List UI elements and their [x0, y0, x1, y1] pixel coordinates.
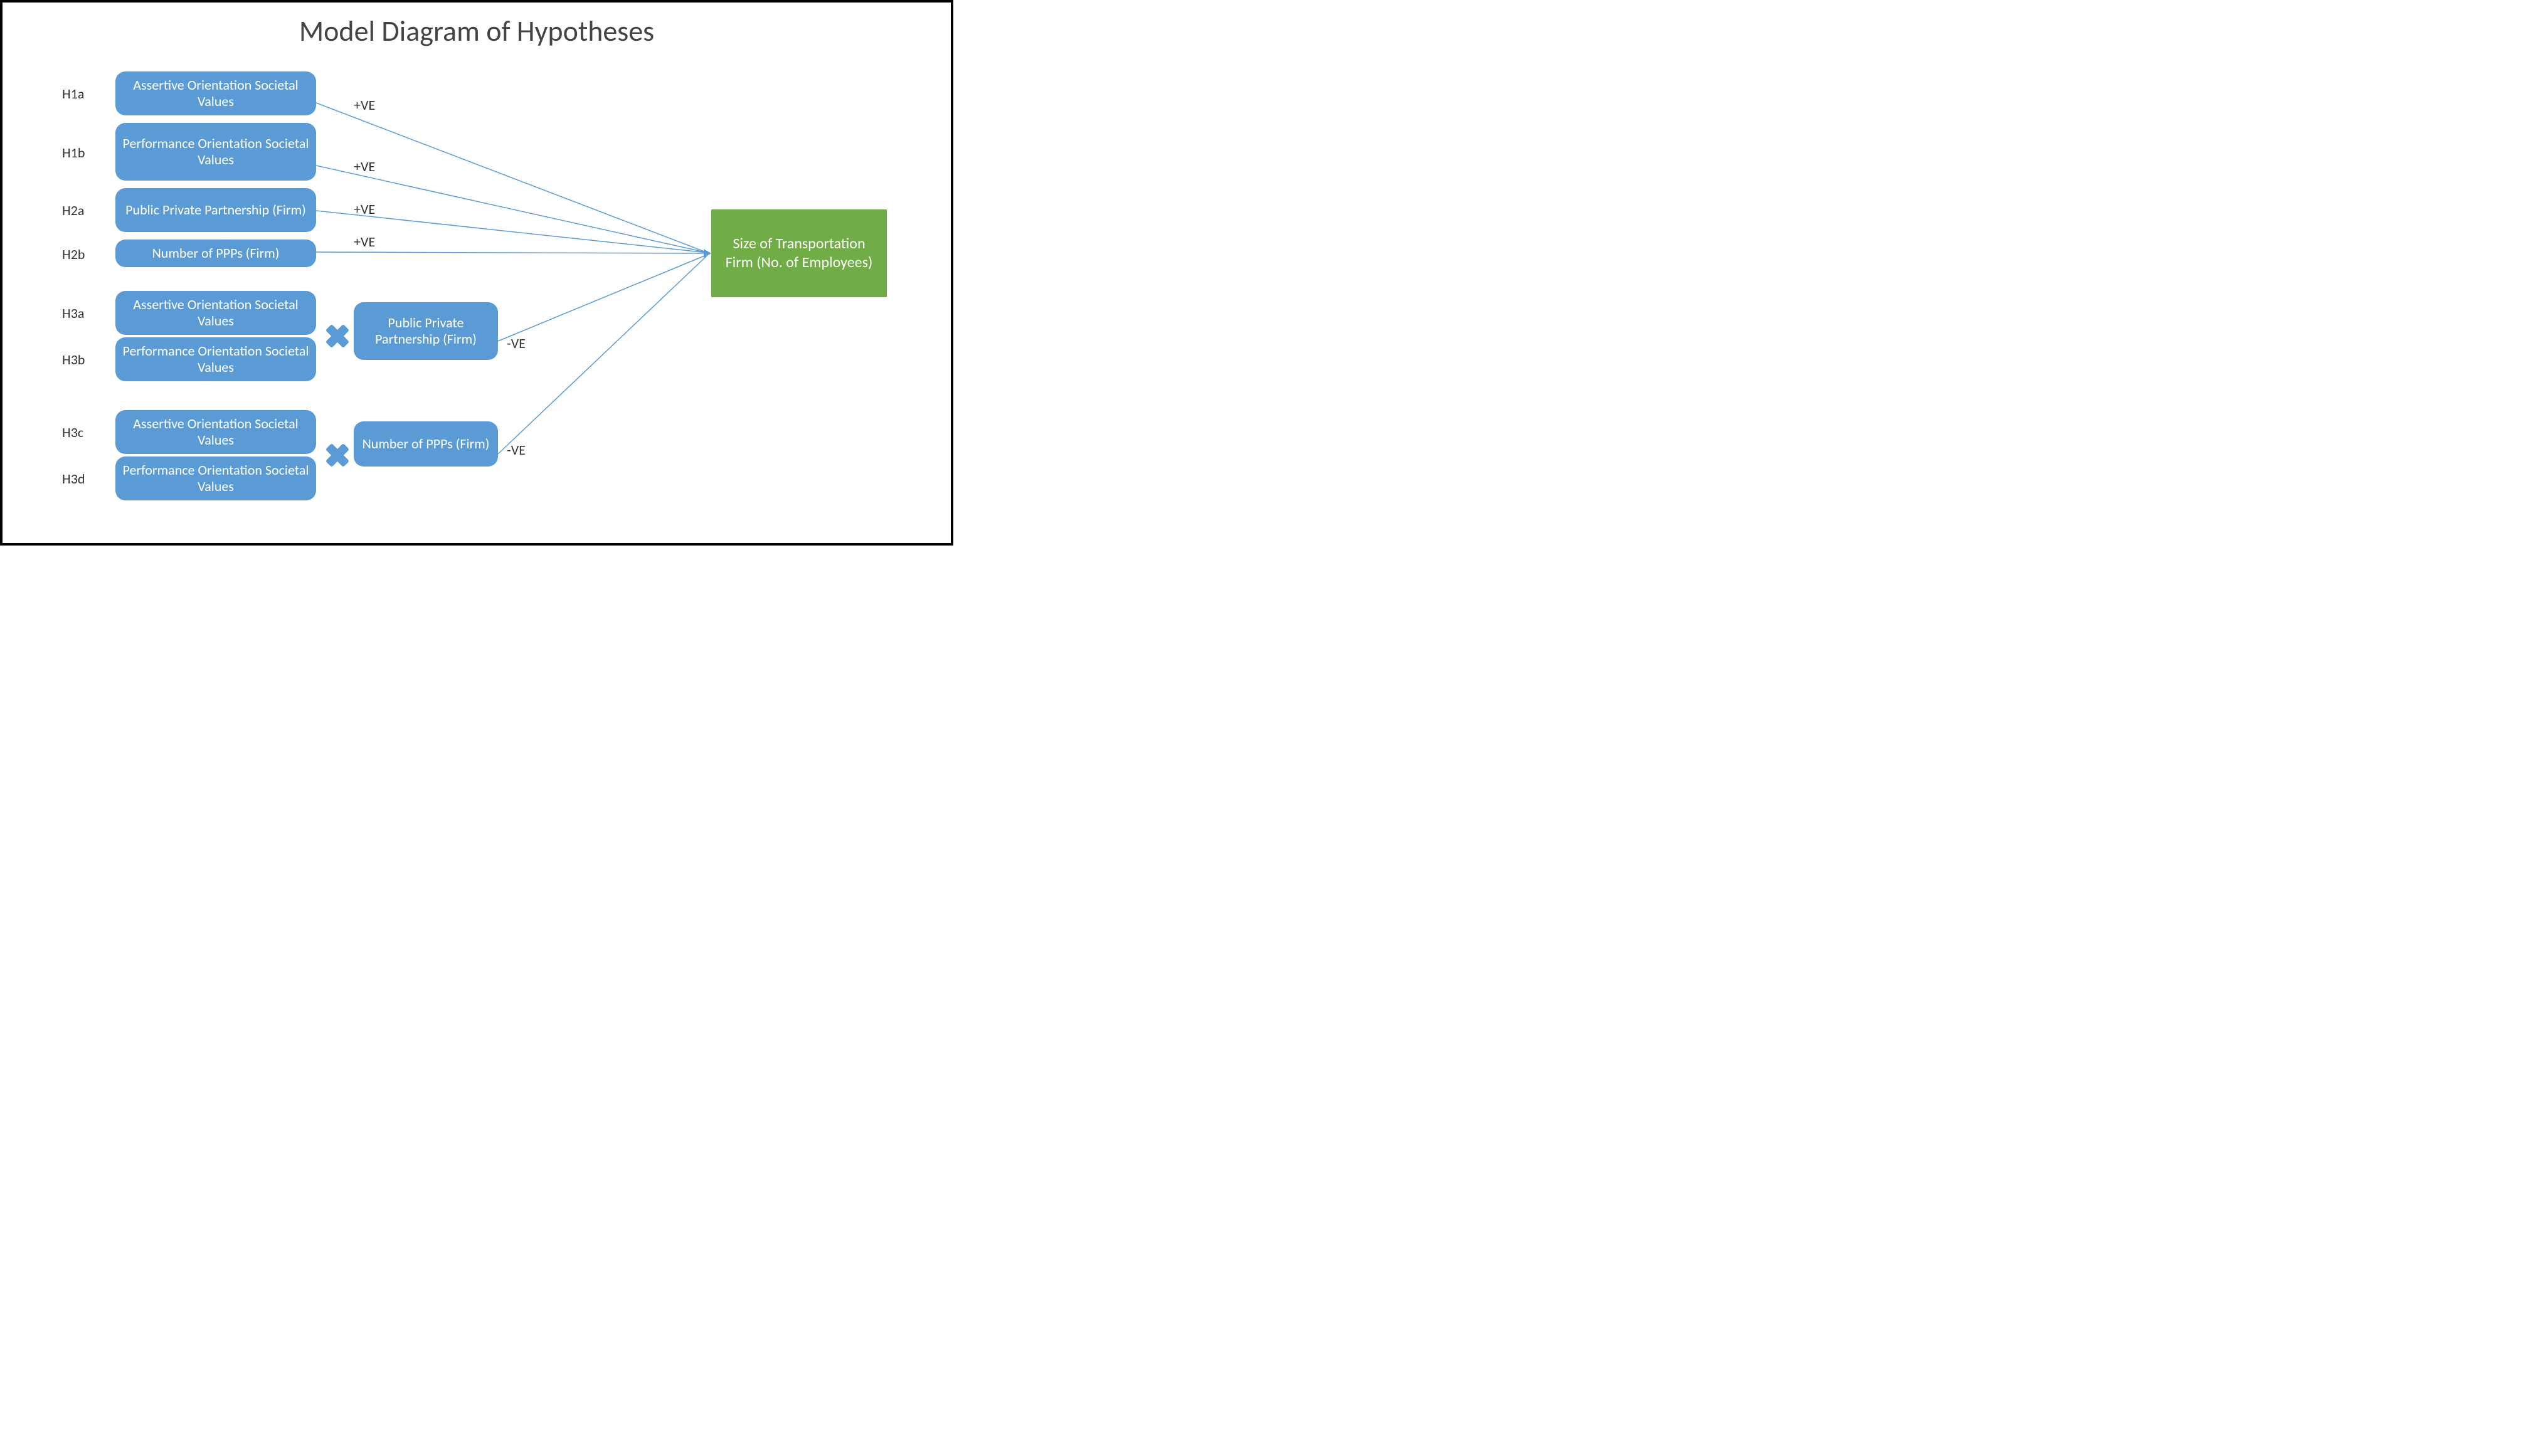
label-h1a: H1a: [62, 85, 84, 102]
label-h3c: H3c: [62, 424, 83, 441]
edge-sign-e5: -VE: [507, 335, 526, 352]
node-outcome: Size of Transportation Firm (No. of Empl…: [711, 209, 887, 297]
label-h2b: H2b: [62, 246, 85, 263]
edge-sign-e3: +VE: [354, 201, 375, 218]
interaction-cross-icon-2: [325, 443, 350, 468]
label-h2a: H2a: [62, 202, 84, 219]
edge-sign-e4: +VE: [354, 233, 375, 250]
diagram-title: Model Diagram of Hypotheses: [3, 14, 951, 49]
node-h3cd-right: Number of PPPs (Firm): [354, 421, 498, 467]
label-h3a: H3a: [62, 305, 84, 322]
node-h3c-left: Assertive Orientation Societal Values: [115, 410, 316, 454]
interaction-cross-icon-1: [325, 324, 350, 349]
node-h3ab-right: Public Private Partnership (Firm): [354, 302, 498, 360]
edge-sign-e6: -VE: [507, 441, 526, 458]
node-h3a-left: Assertive Orientation Societal Values: [115, 291, 316, 335]
label-h1b: H1b: [62, 144, 85, 161]
node-h1b: Performance Orientation Societal Values: [115, 123, 316, 181]
edge-sign-e1: +VE: [354, 97, 375, 113]
node-h3b-left: Performance Orientation Societal Values: [115, 337, 316, 381]
node-h1a: Assertive Orientation Societal Values: [115, 71, 316, 115]
node-h2b: Number of PPPs (Firm): [115, 240, 316, 267]
diagram-frame: Model Diagram of Hypotheses H1a H1b H2a …: [0, 0, 953, 546]
node-h2a: Public Private Partnership (Firm): [115, 188, 316, 232]
label-h3b: H3b: [62, 351, 85, 368]
label-h3d: H3d: [62, 470, 85, 487]
node-h3d-left: Performance Orientation Societal Values: [115, 456, 316, 500]
edge-sign-e2: +VE: [354, 158, 375, 175]
